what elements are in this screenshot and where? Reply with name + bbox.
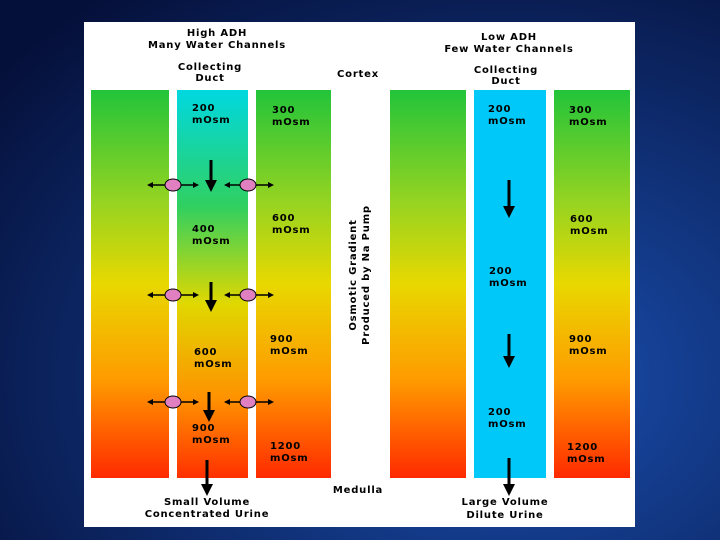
title: High ADH xyxy=(187,28,247,39)
flow-arrows xyxy=(201,160,217,496)
osmolarity-value: 900 xyxy=(270,334,293,345)
osmolarity-labels: 200mOsm400mOsm600mOsm900mOsm300mOsm600mO… xyxy=(192,103,609,465)
osmolarity-unit: mOsm xyxy=(569,346,608,357)
osmolarity-unit: mOsm xyxy=(488,419,527,430)
subtitle: Few Water Channels xyxy=(444,44,573,55)
osmolarity-unit: mOsm xyxy=(270,346,309,357)
osmolarity-value: 200 xyxy=(192,103,215,114)
high-adh-diagram xyxy=(91,90,331,496)
osmolarity-value: 600 xyxy=(194,347,217,358)
duct-wall xyxy=(546,90,554,478)
labels: High ADH Many Water Channels Collecting … xyxy=(145,28,573,521)
osmolarity-value: 1200 xyxy=(270,441,301,452)
water-channel xyxy=(164,395,182,409)
osmolarity-unit: mOsm xyxy=(272,117,311,128)
osmolarity-value: 400 xyxy=(192,224,215,235)
water-channel xyxy=(239,178,257,192)
medulla-label: Medulla xyxy=(333,485,383,496)
osmolarity-unit: mOsm xyxy=(194,359,233,370)
water-channel xyxy=(239,395,257,409)
osmolarity-unit: mOsm xyxy=(192,236,231,247)
water-channel xyxy=(164,288,182,302)
cortex-label: Cortex xyxy=(337,69,379,80)
gradient-label: Osmotic Gradient xyxy=(348,219,359,330)
duct-lumen xyxy=(474,90,546,478)
osmolarity-value: 600 xyxy=(570,214,593,225)
osmolarity-unit: mOsm xyxy=(489,278,528,289)
duct-label: Collecting xyxy=(178,62,242,73)
outcome: Concentrated Urine xyxy=(145,509,270,520)
gradient-label: Produced by Na Pump xyxy=(361,205,372,345)
duct-wall xyxy=(169,90,177,478)
low-adh-diagram xyxy=(390,90,630,496)
osmolarity-value: 1200 xyxy=(567,442,598,453)
outcome: Large Volume xyxy=(462,497,549,508)
osmolarity-unit: mOsm xyxy=(272,225,311,236)
osmolarity-value: 300 xyxy=(569,105,592,116)
osmolarity-value: 900 xyxy=(192,423,215,434)
osmolarity-unit: mOsm xyxy=(488,116,527,127)
osmolarity-unit: mOsm xyxy=(270,453,309,464)
duct-label: Duct xyxy=(491,76,520,87)
duct-label: Collecting xyxy=(474,65,538,76)
osmolarity-value: 200 xyxy=(488,407,511,418)
duct-wall xyxy=(248,90,256,478)
title: Low ADH xyxy=(481,32,537,43)
outcome: Dilute Urine xyxy=(466,510,543,521)
osmolarity-unit: mOsm xyxy=(192,115,231,126)
osmolarity-value: 600 xyxy=(272,213,295,224)
osmolarity-unit: mOsm xyxy=(570,226,609,237)
osmolarity-unit: mOsm xyxy=(569,117,608,128)
osmolarity-unit: mOsm xyxy=(567,454,606,465)
osmolarity-value: 300 xyxy=(272,105,295,116)
subtitle: Many Water Channels xyxy=(148,40,286,51)
water-channel xyxy=(239,288,257,302)
duct-label: Duct xyxy=(195,73,224,84)
water-channel xyxy=(164,178,182,192)
osmolarity-value: 200 xyxy=(489,266,512,277)
duct-wall xyxy=(466,90,474,478)
water-channels xyxy=(147,178,274,409)
osmolarity-value: 200 xyxy=(488,104,511,115)
outcome: Small Volume xyxy=(164,497,250,508)
osmolarity-value: 900 xyxy=(569,334,592,345)
osmolarity-unit: mOsm xyxy=(192,435,231,446)
